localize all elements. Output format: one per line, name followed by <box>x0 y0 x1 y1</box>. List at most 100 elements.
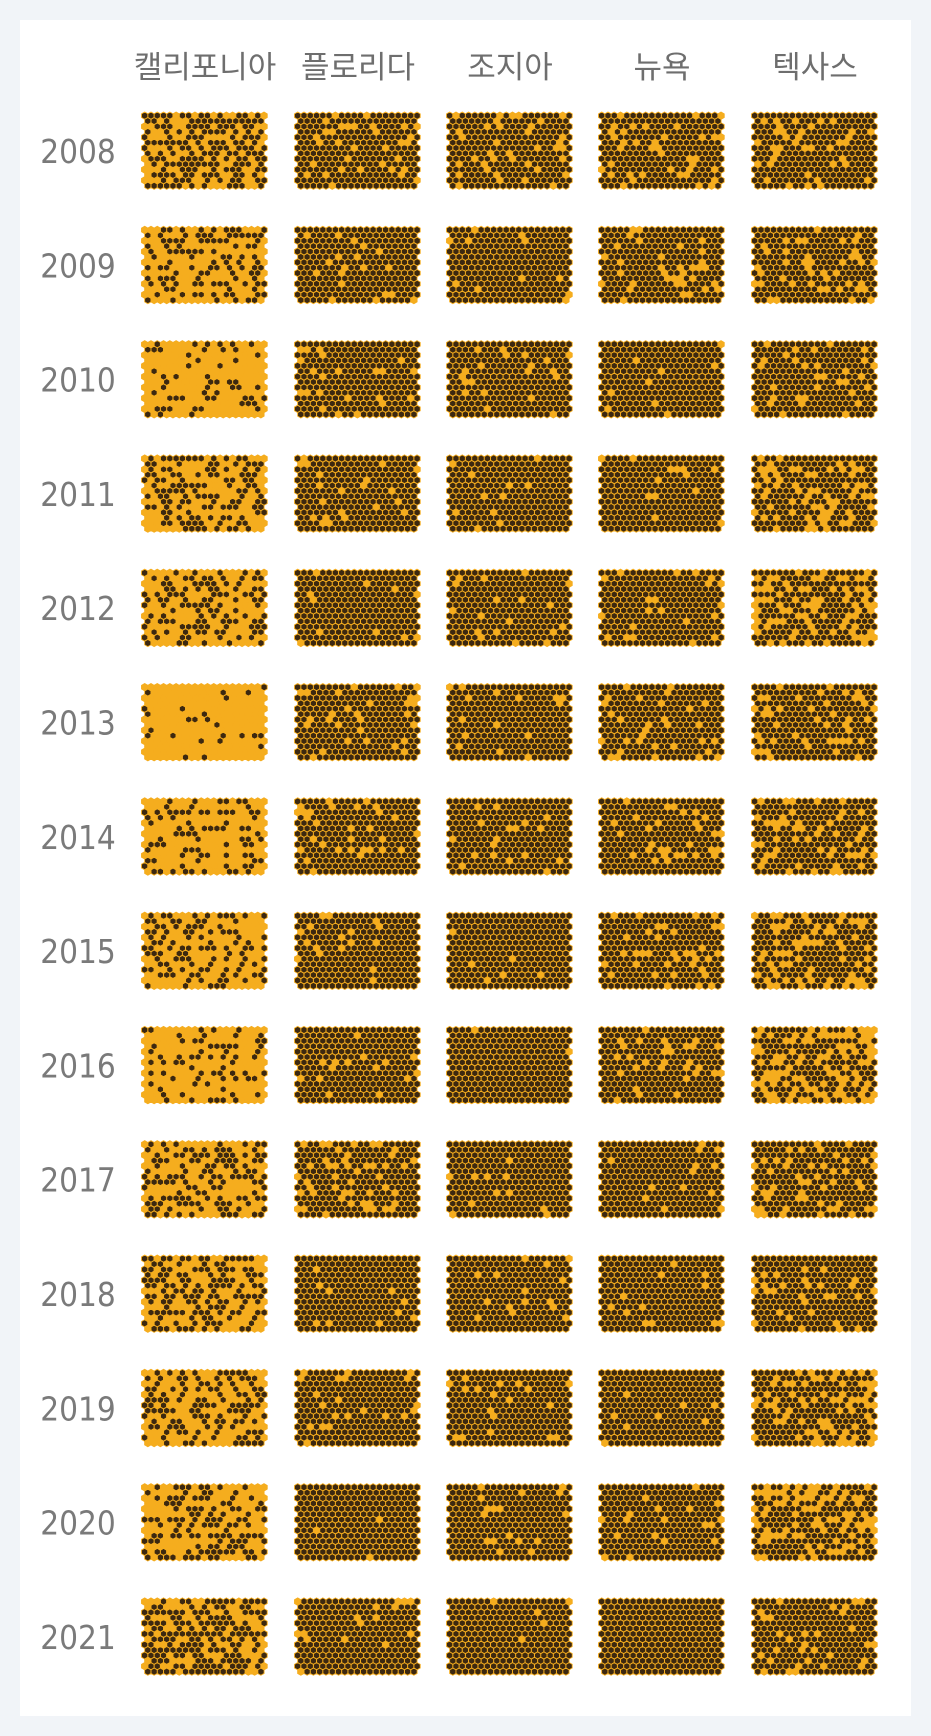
filled-hexagons <box>446 682 567 762</box>
filled-hexagons <box>303 231 418 305</box>
heatmap-cell <box>751 340 878 419</box>
empty-hexagons <box>446 1368 573 1448</box>
heatmap-cell <box>141 682 268 762</box>
filled-hexagons <box>297 568 421 648</box>
heatmap-cell <box>751 1597 878 1676</box>
empty-hexagons <box>598 1025 725 1105</box>
empty-hexagons <box>598 340 725 419</box>
heatmap-cell <box>294 1254 421 1333</box>
heatmap-cell <box>141 911 268 991</box>
heatmap-cell <box>446 682 573 762</box>
filled-hexagons <box>751 340 878 419</box>
filled-hexagons <box>598 568 725 648</box>
empty-hexagons <box>294 1025 421 1105</box>
filled-hexagons <box>141 225 268 305</box>
heatmap-cell <box>446 111 573 190</box>
filled-hexagons <box>294 1597 415 1676</box>
empty-hexagons <box>446 1254 573 1333</box>
empty-hexagons <box>446 225 573 305</box>
empty-hexagons <box>446 682 573 762</box>
heatmap-cell <box>141 340 268 419</box>
empty-hexagons <box>598 682 725 762</box>
heatmap-cell <box>598 1597 725 1676</box>
filled-hexagons <box>474 1254 573 1323</box>
heatmap-cell <box>751 797 878 876</box>
heatmap-cell <box>751 911 878 991</box>
heatmap-cell <box>141 111 268 190</box>
heatmap-cell <box>751 1483 878 1562</box>
filled-hexagons <box>458 345 573 419</box>
filled-hexagons <box>477 1483 570 1557</box>
filled-hexagons <box>141 340 268 419</box>
heatmap-cell <box>598 454 725 533</box>
filled-hexagons <box>757 1597 878 1676</box>
filled-hexagons <box>751 1140 878 1219</box>
heatmap-cell <box>751 225 878 305</box>
filled-hexagons <box>490 1597 573 1644</box>
filled-hexagons <box>297 345 418 419</box>
heatmap-cell <box>294 911 421 991</box>
filled-hexagons <box>751 225 878 305</box>
empty-hexagons <box>598 1140 725 1219</box>
filled-hexagons <box>446 1156 551 1219</box>
empty-hexagons <box>751 111 878 190</box>
heatmap-cell <box>141 454 268 533</box>
column-label: 캘리포니아 <box>134 50 277 86</box>
filled-hexagons <box>751 1368 878 1448</box>
filled-hexagons <box>601 1390 719 1448</box>
heatmap-cell <box>141 797 268 876</box>
row-label: 2013 <box>40 704 116 743</box>
empty-hexagons <box>598 1597 725 1676</box>
row-label: 2014 <box>40 818 116 857</box>
heatmap-cell <box>141 1368 268 1448</box>
empty-hexagons <box>446 340 573 419</box>
filled-hexagons <box>297 1031 421 1099</box>
filled-hexagons <box>598 1483 725 1562</box>
filled-hexagons <box>297 682 421 762</box>
heatmap-cell <box>294 797 421 876</box>
empty-hexagons <box>294 1597 421 1676</box>
heatmap-cell <box>446 225 573 305</box>
heatmap-cell <box>141 1597 268 1676</box>
heatmap-cell <box>446 340 573 419</box>
empty-hexagons <box>294 340 421 419</box>
heatmap-cell <box>446 1483 573 1562</box>
heatmap-cell <box>598 1025 725 1105</box>
empty-hexagons <box>446 454 573 533</box>
empty-hexagons <box>294 682 421 762</box>
filled-hexagons <box>604 340 725 419</box>
heatmap-cell <box>446 1254 573 1333</box>
heatmap-cell <box>294 111 421 190</box>
empty-hexagons <box>294 454 421 533</box>
heatmap-cell <box>598 340 725 419</box>
filled-hexagons <box>452 111 570 190</box>
filled-hexagons <box>141 568 268 648</box>
filled-hexagons <box>141 682 268 762</box>
filled-hexagons <box>449 454 542 533</box>
filled-hexagons <box>141 1483 268 1562</box>
heatmap-cell <box>751 111 878 190</box>
heatmap-cell <box>446 1025 573 1105</box>
heatmap-cell <box>751 568 878 648</box>
heatmap-cell <box>446 1140 573 1219</box>
filled-hexagons <box>141 1025 268 1105</box>
filled-hexagons <box>449 568 573 648</box>
heatmap-cell <box>446 911 573 991</box>
empty-hexagons <box>294 911 421 991</box>
heatmap-cell <box>446 797 573 876</box>
empty-hexagons <box>598 454 725 533</box>
filled-hexagons <box>449 927 545 985</box>
heatmap-cell <box>294 225 421 305</box>
row-label: 2019 <box>40 1389 116 1428</box>
heatmap-cell <box>598 682 725 762</box>
filled-hexagons <box>303 111 421 190</box>
filled-hexagons <box>471 1025 573 1056</box>
filled-hexagons <box>297 1368 421 1448</box>
filled-hexagons <box>751 1265 878 1333</box>
row-label: 2010 <box>40 361 116 400</box>
filled-hexagons <box>751 568 878 648</box>
heatmap-cell <box>751 1140 878 1219</box>
heatmap-cell <box>598 911 725 991</box>
empty-hexagons <box>294 1483 421 1562</box>
row-label: 2011 <box>40 475 116 514</box>
